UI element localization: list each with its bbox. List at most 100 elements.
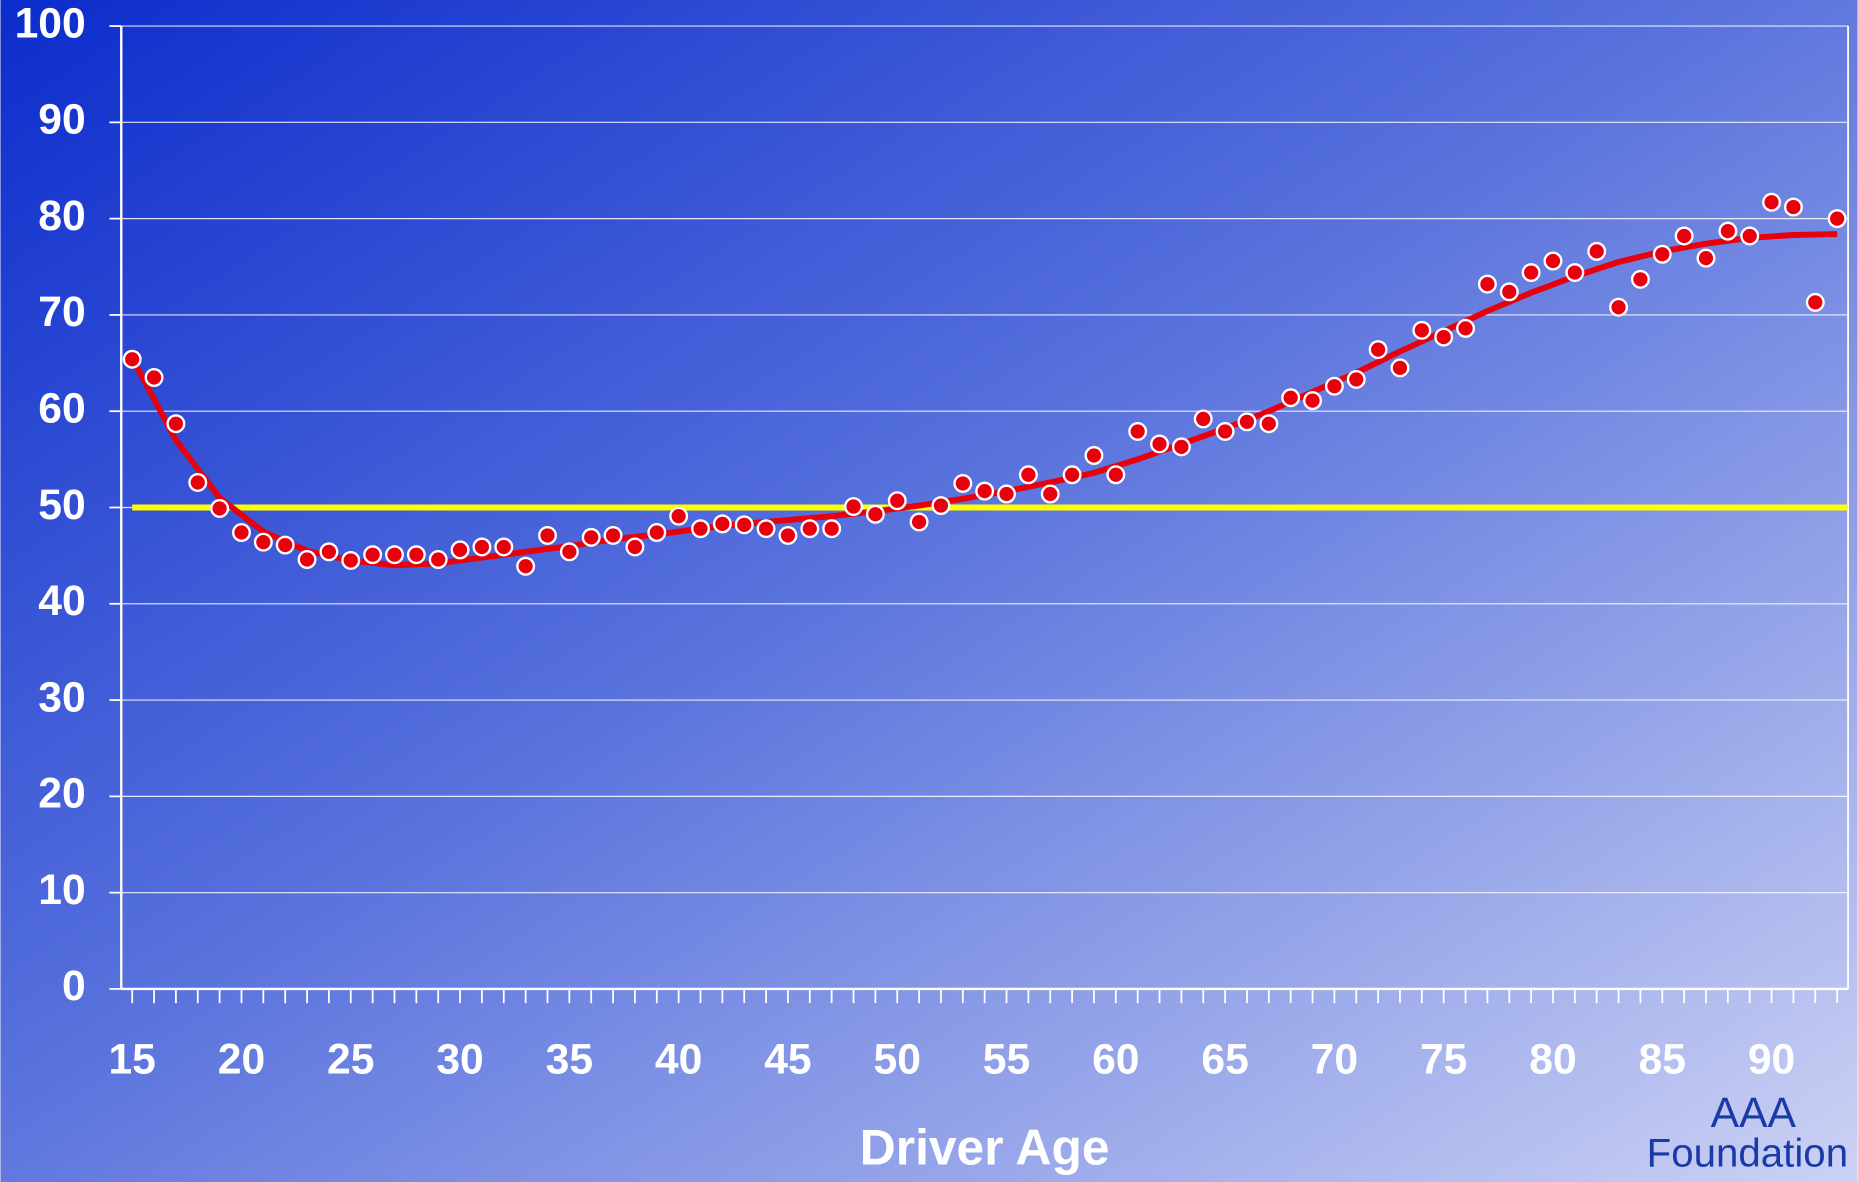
data-point <box>1171 437 1191 457</box>
data-point <box>1609 297 1629 317</box>
data-point <box>516 556 536 576</box>
data-point <box>1259 414 1279 434</box>
data-point <box>1565 263 1585 283</box>
data-point <box>406 545 426 565</box>
data-point <box>625 537 645 557</box>
x-tick-label: 30 <box>436 1036 483 1084</box>
logo-text: Foundation <box>1647 1131 1848 1176</box>
x-axis-label: Driver Age <box>860 1119 1110 1175</box>
data-point <box>166 414 186 434</box>
data-point <box>1652 244 1672 264</box>
data-point <box>1106 465 1126 485</box>
data-point <box>122 349 142 369</box>
data-point <box>1740 226 1760 246</box>
data-point <box>1324 376 1344 396</box>
data-point <box>1215 421 1235 441</box>
data-point <box>712 514 732 534</box>
x-tick-label: 25 <box>327 1036 374 1084</box>
data-point <box>800 519 820 539</box>
y-tick-label: 30 <box>38 673 85 721</box>
x-tick-label: 50 <box>874 1036 921 1084</box>
data-point <box>341 550 361 570</box>
data-point <box>450 540 470 560</box>
data-point <box>1346 369 1366 389</box>
x-tick-label: 20 <box>218 1036 265 1084</box>
data-point <box>603 525 623 545</box>
x-tick-label: 70 <box>1311 1036 1358 1084</box>
x-tick-label: 90 <box>1748 1036 1795 1084</box>
data-point <box>581 527 601 547</box>
x-tick-label: 55 <box>983 1036 1030 1084</box>
data-point <box>997 484 1016 504</box>
data-point <box>1630 269 1650 289</box>
data-point <box>1434 327 1454 347</box>
data-point <box>1368 340 1388 360</box>
data-point <box>1499 282 1519 302</box>
data-point <box>253 532 273 552</box>
data-point <box>1303 391 1323 411</box>
data-point <box>232 523 251 543</box>
data-point <box>975 481 995 501</box>
data-point <box>319 542 339 562</box>
y-tick-label: 10 <box>38 866 85 914</box>
data-point <box>297 550 317 569</box>
y-tick-label: 80 <box>38 192 85 240</box>
data-point <box>1040 484 1060 504</box>
data-point <box>1281 388 1301 408</box>
y-tick-label: 0 <box>62 962 86 1010</box>
data-point <box>275 535 295 555</box>
y-tick-label: 60 <box>38 384 85 432</box>
data-point <box>1018 465 1038 485</box>
data-point <box>734 515 754 535</box>
data-point <box>1193 409 1213 429</box>
data-point <box>538 525 557 545</box>
y-tick-label: 100 <box>15 0 86 47</box>
data-point <box>778 525 798 545</box>
data-point <box>1062 465 1082 485</box>
data-point <box>144 368 164 387</box>
x-tick-label: 35 <box>546 1036 593 1084</box>
data-point <box>1412 320 1432 340</box>
data-point <box>756 519 776 539</box>
x-tick-label: 15 <box>108 1036 155 1084</box>
y-tick-label: 20 <box>38 770 85 818</box>
data-point <box>1237 412 1257 432</box>
data-point <box>494 537 514 557</box>
y-tick-label: 40 <box>38 577 85 625</box>
y-tick-label: 50 <box>38 481 85 529</box>
data-point <box>1543 251 1563 271</box>
data-point <box>1718 221 1738 241</box>
data-point <box>428 550 448 569</box>
x-tick-label: 65 <box>1201 1036 1248 1084</box>
data-point <box>1084 446 1104 465</box>
data-point <box>1150 434 1170 454</box>
data-point <box>188 472 208 492</box>
data-point <box>385 545 404 565</box>
x-tick-label: 80 <box>1529 1036 1576 1084</box>
data-point <box>1456 318 1476 338</box>
logo-text: AAA <box>1711 1089 1797 1137</box>
data-point <box>1805 292 1825 312</box>
data-point <box>363 545 383 565</box>
data-point <box>1827 209 1847 229</box>
x-tick-label: 40 <box>655 1036 702 1084</box>
data-point <box>953 473 973 493</box>
data-point <box>1783 197 1803 217</box>
data-point <box>210 498 230 518</box>
y-tick-label: 70 <box>38 288 85 336</box>
data-point <box>559 542 579 562</box>
data-point <box>1587 241 1607 261</box>
x-tick-label: 75 <box>1420 1036 1467 1084</box>
data-point <box>647 523 667 543</box>
data-point <box>844 497 863 517</box>
x-tick-label: 45 <box>764 1036 811 1084</box>
data-point <box>1762 192 1782 212</box>
data-point <box>691 519 710 539</box>
data-point <box>1390 358 1410 378</box>
data-point <box>669 506 689 526</box>
data-point <box>865 504 885 524</box>
data-point <box>472 537 492 557</box>
data-point <box>1128 421 1148 441</box>
